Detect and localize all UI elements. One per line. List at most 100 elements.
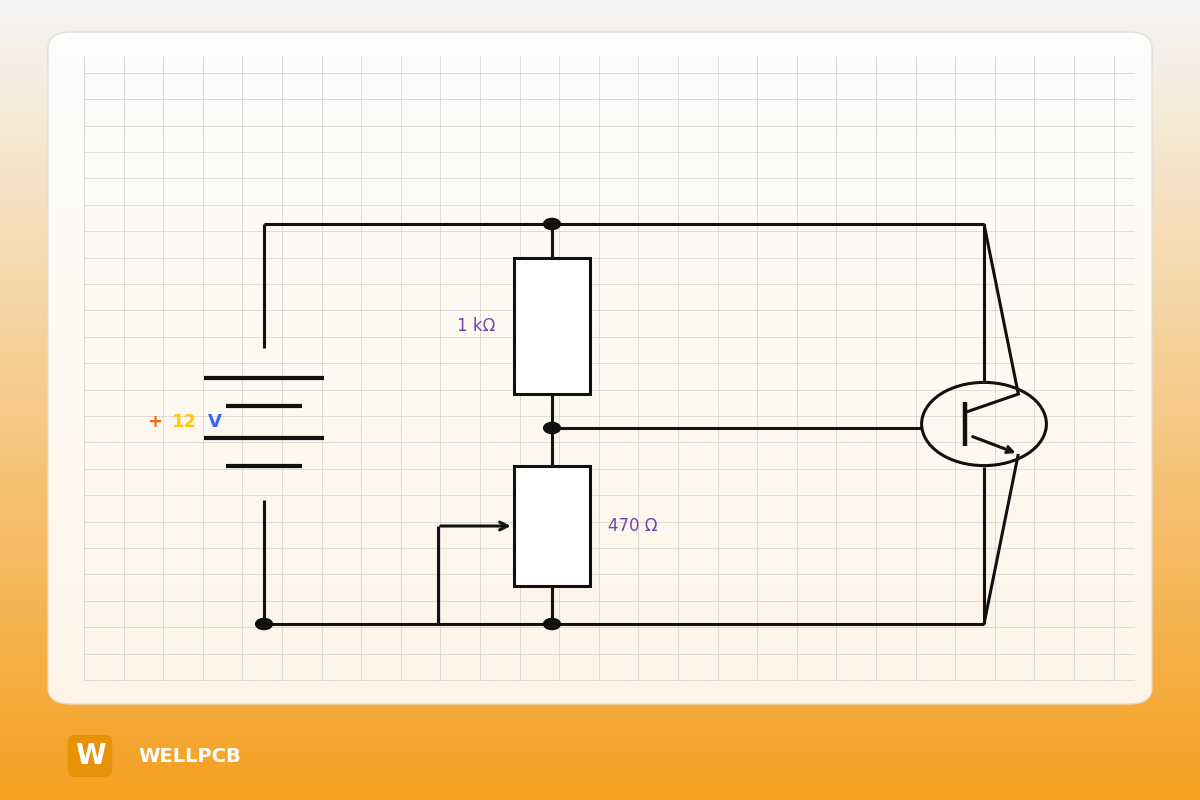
Bar [0,524,1200,528]
Text: W: W [74,742,106,770]
Bar [0,536,1200,540]
Bar [0,464,1200,468]
Bar [0,392,1200,396]
Bar [0,704,1200,708]
Bar [0,216,1200,220]
Bar [0,648,1200,652]
Bar [0,792,1200,796]
Bar [0,484,1200,488]
Bar [0,520,1200,524]
Bar [0,136,1200,140]
Bar [0,440,1200,444]
Bar [0,224,1200,228]
Bar [0,140,1200,144]
Bar [0,72,1200,76]
Bar [0,380,1200,384]
Bar [0,296,1200,300]
Bar [0,664,1200,668]
Bar [0,748,1200,752]
Bar [0,448,1200,452]
Bar [0,500,1200,504]
Text: WELLPCB: WELLPCB [138,746,241,766]
Bar [0,700,1200,704]
Bar [0,616,1200,620]
Bar [0,288,1200,292]
Bar [0,332,1200,336]
Bar [0,164,1200,168]
Bar [0,512,1200,516]
Text: 1 kΩ: 1 kΩ [457,317,496,335]
Bar [0,740,1200,744]
Bar [0,80,1200,84]
Bar [0,340,1200,344]
Bar [0,44,1200,48]
Bar [0,580,1200,584]
Bar [0,264,1200,268]
Bar [0,400,1200,404]
Bar [0,160,1200,164]
Bar [0,376,1200,380]
Bar [0,736,1200,740]
Bar [0,420,1200,424]
Bar [0,784,1200,788]
Bar [0,180,1200,184]
Bar [0,596,1200,600]
Bar [0,728,1200,732]
Bar [0,24,1200,28]
Bar [0,200,1200,204]
Bar [0,300,1200,304]
Bar [0,28,1200,32]
Bar [0,760,1200,764]
Bar [0,92,1200,96]
Text: 12: 12 [172,414,197,431]
Bar [0,208,1200,212]
Bar [0,576,1200,580]
Bar [0,544,1200,548]
Bar [0,0,1200,4]
Text: +: + [148,414,162,431]
Bar [0,552,1200,556]
Bar [0,468,1200,472]
Bar [0,548,1200,552]
Bar [0,540,1200,544]
Bar [0,36,1200,40]
Text: V: V [208,414,222,431]
Bar [0,228,1200,232]
Bar [0,372,1200,376]
Bar [0,196,1200,200]
Bar [0,436,1200,440]
Bar [0,608,1200,612]
Bar [0,772,1200,776]
Bar [0,68,1200,72]
Bar [0,460,1200,464]
Bar [0,168,1200,172]
Bar [0,696,1200,700]
Bar [0,312,1200,316]
Bar [0,612,1200,616]
Bar [0,184,1200,188]
Bar [0,476,1200,480]
Bar [0,352,1200,356]
Bar [0,8,1200,12]
Bar [0,52,1200,56]
Bar [0,532,1200,536]
Bar [0,4,1200,8]
Bar [0,404,1200,408]
Bar [0,424,1200,428]
Bar [0,676,1200,680]
Bar [0,64,1200,68]
Bar [0,620,1200,624]
Bar [0,796,1200,800]
Bar [0,356,1200,360]
Bar [0,708,1200,712]
Bar [0,20,1200,24]
Bar [0,488,1200,492]
Bar [0,316,1200,320]
Bar [0,248,1200,252]
Bar [0,88,1200,92]
Bar [0,684,1200,688]
Bar [0,240,1200,244]
Bar [0,292,1200,296]
Bar [0,76,1200,80]
Bar [514,258,590,394]
